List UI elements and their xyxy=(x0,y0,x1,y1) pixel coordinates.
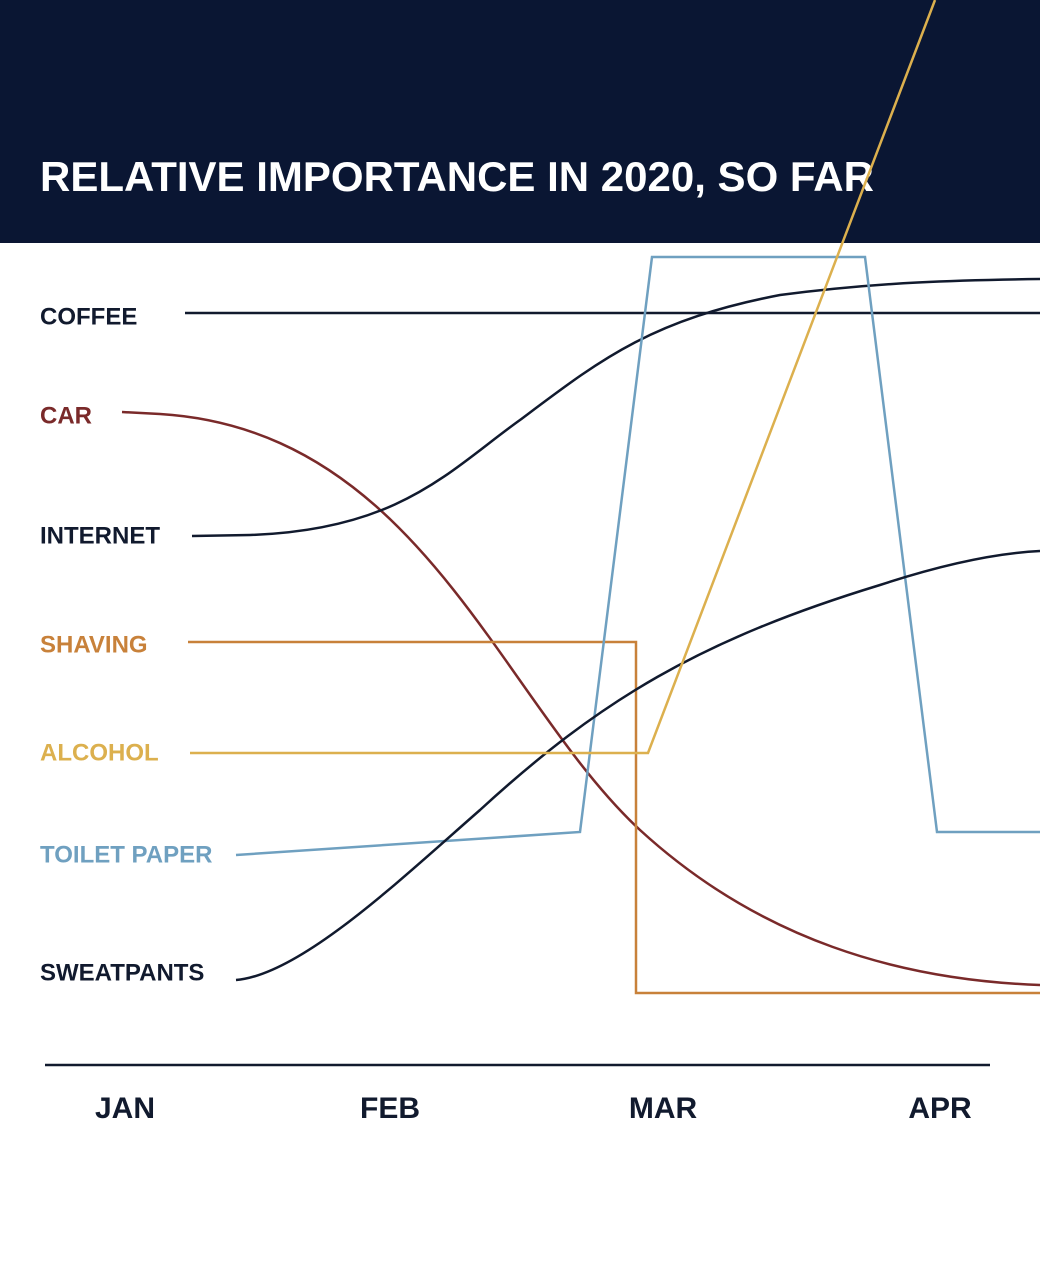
series-line xyxy=(121,410,1040,987)
chart-title: RELATIVE IMPORTANCE IN 2020, SO FAR xyxy=(40,153,874,200)
series-label: TOILET PAPER xyxy=(40,841,212,868)
series-line xyxy=(188,640,1040,995)
series-line xyxy=(190,0,937,755)
series-label: SWEATPANTS xyxy=(40,959,204,986)
series-label: INTERNET xyxy=(40,522,160,549)
x-tick-label: MAR xyxy=(629,1092,698,1125)
series-line xyxy=(235,255,1040,857)
header-band xyxy=(0,0,1040,243)
series-label: ALCOHOL xyxy=(40,739,159,766)
series-line xyxy=(191,277,1040,538)
series-label: CAR xyxy=(40,402,92,429)
x-tick-label: JAN xyxy=(95,1092,155,1125)
x-tick-label: APR xyxy=(908,1092,972,1125)
x-tick-label: FEB xyxy=(360,1092,420,1125)
series-line xyxy=(235,549,1040,982)
series-label: SHAVING xyxy=(40,631,148,658)
series-label: COFFEE xyxy=(40,303,137,330)
